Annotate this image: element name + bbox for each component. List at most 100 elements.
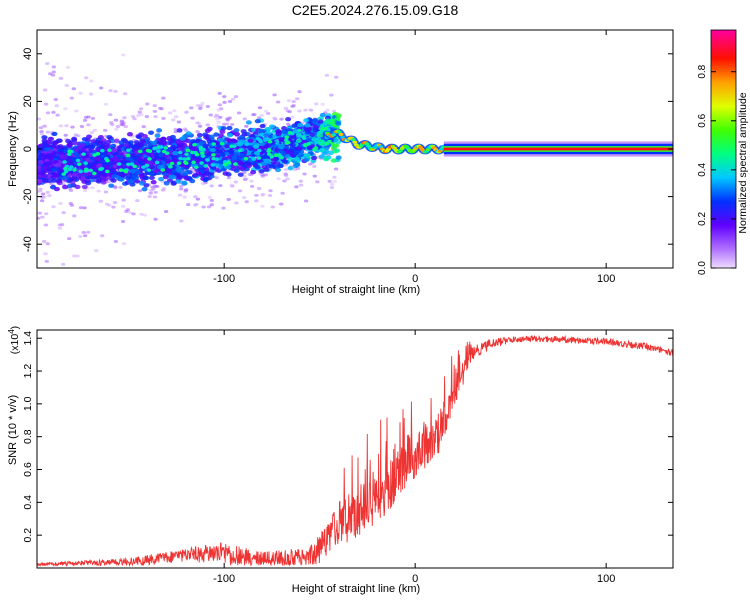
spectral-bright-point — [267, 139, 273, 144]
spectral-band-point — [141, 134, 148, 139]
spectral-faint-point — [213, 115, 218, 119]
spectral-bright-point — [244, 142, 250, 147]
spectral-faint-point — [298, 183, 304, 187]
spectral-faint-point — [45, 190, 50, 194]
spectral-faint-point — [75, 254, 80, 258]
spectral-bright-point — [161, 149, 167, 154]
spectral-faint-point — [177, 193, 183, 197]
spectral-faint-point — [268, 189, 273, 193]
spectral-faint-point — [206, 205, 212, 209]
spectral-faint-point — [302, 172, 307, 176]
colorbar-label: Normalized spectral amplitude — [737, 92, 749, 233]
spectral-band-point — [81, 184, 88, 190]
spectral-band-point — [76, 145, 83, 150]
spectral-faint-point — [152, 109, 158, 113]
spectral-band-point — [185, 131, 192, 136]
spectral-bright-point — [160, 168, 166, 172]
spectral-band-point — [311, 155, 318, 161]
spectral-band-point — [138, 173, 145, 178]
tone-red-core — [443, 147, 673, 151]
spectral-band-point — [175, 179, 182, 184]
spectral-band-point — [239, 153, 246, 158]
spectral-faint-point — [58, 201, 63, 205]
spectral-band-point — [217, 149, 224, 154]
spectral-band-point — [275, 131, 282, 137]
spectral-band-point — [163, 181, 170, 186]
spectral-bright-point — [177, 150, 183, 155]
spectral-faint-point — [90, 116, 96, 120]
spectral-band-point — [176, 168, 183, 174]
spectral-band-point — [245, 120, 252, 125]
spectral-faint-point — [47, 194, 52, 198]
spectral-faint-point — [82, 206, 87, 210]
spectral-faint-point — [118, 185, 123, 189]
spectral-band-point — [324, 118, 331, 124]
spectral-faint-point — [197, 124, 203, 128]
spectral-bright-point — [323, 126, 329, 131]
spectral-faint-point — [190, 116, 195, 120]
spectral-faint-point — [237, 189, 243, 193]
spectral-band-point — [66, 142, 73, 148]
spectral-band-point — [38, 171, 45, 176]
spectral-band-point — [127, 140, 134, 145]
spectral-bright-point — [118, 168, 124, 172]
spectral-faint-point — [121, 53, 126, 57]
spectral-bright-point — [61, 172, 67, 176]
spectral-band-point — [231, 155, 238, 160]
spectral-band-point — [161, 141, 168, 146]
spectrogram-x-label: Height of straight line (km) — [292, 284, 420, 296]
spectral-bright-point — [256, 156, 262, 160]
spectral-faint-point — [215, 117, 220, 121]
spectral-bright-point — [83, 161, 89, 165]
colorbar-tick-label: 0.2 — [697, 212, 708, 226]
spectral-faint-point — [113, 186, 118, 190]
colorbar-gradient — [710, 29, 737, 269]
spectral-band-point — [226, 155, 233, 160]
spectral-band-point — [41, 138, 48, 143]
spectral-faint-point — [189, 106, 194, 110]
spectral-faint-point — [272, 116, 277, 120]
spectral-band-point — [311, 137, 318, 142]
spectral-band-point — [56, 178, 63, 184]
spectral-band-point — [85, 157, 92, 163]
spectral-bright-point — [144, 163, 150, 168]
spectral-faint-point — [242, 117, 247, 121]
spectral-faint-point — [257, 106, 263, 110]
spectrogram-y-tick-label: 0 — [22, 146, 34, 152]
spectral-band-point — [252, 162, 259, 168]
spectral-faint-point — [50, 73, 56, 77]
spectral-faint-point — [90, 186, 95, 190]
spectral-faint-point — [163, 210, 169, 214]
spectral-faint-point — [40, 215, 45, 219]
spectral-bright-point — [266, 149, 271, 154]
spectral-band-point — [208, 134, 215, 139]
spectral-bright-point — [317, 130, 322, 135]
spectral-band-point — [99, 171, 106, 177]
spectral-faint-point — [218, 184, 223, 188]
spectral-faint-point — [312, 174, 317, 178]
spectral-bright-point — [322, 122, 328, 126]
spectral-faint-point — [216, 108, 221, 112]
spectral-bright-point — [63, 166, 68, 171]
spectral-faint-point — [89, 79, 94, 83]
spectral-band-point — [277, 148, 284, 154]
spectral-faint-point — [266, 112, 271, 116]
spectral-faint-point — [51, 70, 56, 74]
spectral-band-point — [237, 172, 244, 177]
spectral-bright-point — [107, 148, 112, 152]
spectral-band-point — [137, 142, 144, 148]
spectral-faint-point — [51, 110, 56, 114]
spectral-faint-point — [84, 76, 89, 80]
spectral-faint-point — [147, 195, 152, 199]
spectral-faint-point — [37, 117, 42, 121]
spectral-band-point — [335, 155, 342, 160]
spectral-band-point — [43, 147, 50, 152]
spectral-faint-point — [135, 199, 140, 203]
spectral-bright-point — [211, 153, 216, 157]
spectral-faint-point — [244, 124, 249, 128]
spectral-faint-point — [176, 120, 182, 124]
spectral-faint-point — [119, 122, 124, 126]
spectral-band-point — [132, 145, 139, 150]
spectral-faint-point — [82, 118, 88, 122]
spectral-band-point — [96, 177, 103, 182]
